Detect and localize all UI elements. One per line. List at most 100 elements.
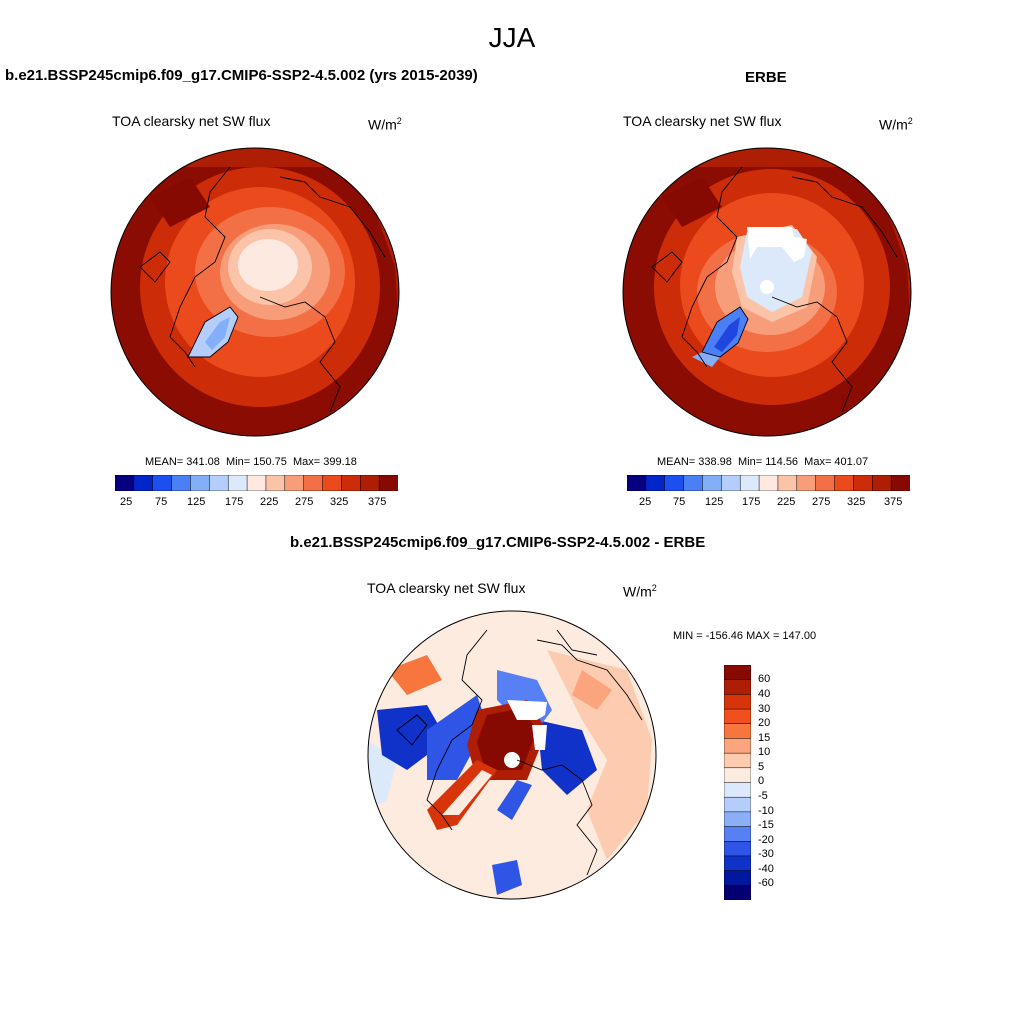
colorbar-swatch bbox=[683, 475, 704, 491]
colorbar-swatch bbox=[702, 475, 722, 491]
colorbar-swatch bbox=[246, 475, 267, 491]
colorbar-tick: -40 bbox=[758, 863, 774, 875]
colorbar-swatch bbox=[133, 475, 154, 491]
colorbar-tick: 225 bbox=[260, 496, 279, 508]
panel-diff-colorbar bbox=[724, 665, 751, 900]
colorbar-swatch bbox=[724, 841, 751, 857]
colorbar-tick: 175 bbox=[225, 496, 244, 508]
colorbar-swatch bbox=[739, 475, 760, 491]
colorbar-swatch bbox=[303, 475, 324, 491]
colorbar-swatch bbox=[724, 826, 751, 842]
panel-model-units: W/m2 bbox=[368, 116, 402, 133]
panel-diff-coastlines bbox=[396, 629, 643, 876]
colorbar-swatch bbox=[724, 811, 751, 828]
colorbar-swatch bbox=[627, 475, 647, 491]
colorbar-tick: 0 bbox=[758, 775, 765, 787]
colorbar-tick: 325 bbox=[847, 496, 866, 508]
colorbar-tick: 175 bbox=[742, 496, 761, 508]
panel-diff-heading: b.e21.BSSP245cmip6.f09_g17.CMIP6-SSP2-4.… bbox=[290, 534, 706, 551]
colorbar-tick: -30 bbox=[758, 848, 774, 860]
panel-obs-map bbox=[622, 147, 912, 437]
colorbar-tick: -10 bbox=[758, 805, 774, 817]
colorbar-swatch bbox=[724, 708, 751, 725]
colorbar-swatch bbox=[115, 475, 135, 491]
colorbar-swatch bbox=[322, 475, 342, 491]
panel-obs-units: W/m2 bbox=[879, 116, 913, 133]
colorbar-tick: 75 bbox=[155, 496, 168, 508]
colorbar-swatch bbox=[209, 475, 229, 491]
colorbar-swatch bbox=[724, 723, 751, 739]
panel-obs-colorbar-ticks: 25 75 125 175 225 275 325 375 bbox=[627, 496, 910, 510]
panel-model-map bbox=[110, 147, 400, 437]
colorbar-swatch bbox=[724, 855, 751, 872]
colorbar-tick: -60 bbox=[758, 877, 774, 889]
colorbar-swatch bbox=[360, 475, 380, 491]
colorbar-swatch bbox=[152, 475, 173, 491]
colorbar-tick: 5 bbox=[758, 761, 765, 773]
colorbar-swatch bbox=[378, 475, 398, 491]
colorbar-swatch bbox=[890, 475, 910, 491]
panel-diff-variable: TOA clearsky net SW flux bbox=[367, 580, 526, 596]
colorbar-swatch bbox=[645, 475, 666, 491]
panel-model-coastlines bbox=[139, 166, 386, 413]
panel-model-variable: TOA clearsky net SW flux bbox=[112, 113, 271, 129]
colorbar-tick: 375 bbox=[368, 496, 387, 508]
panel-diff-map bbox=[367, 610, 657, 900]
colorbar-swatch bbox=[724, 796, 751, 813]
colorbar-swatch bbox=[190, 475, 210, 491]
colorbar-swatch bbox=[872, 475, 892, 491]
colorbar-swatch bbox=[341, 475, 361, 491]
colorbar-tick: 225 bbox=[777, 496, 796, 508]
colorbar-tick: 125 bbox=[705, 496, 724, 508]
colorbar-swatch bbox=[834, 475, 854, 491]
panel-diff-units: W/m2 bbox=[623, 583, 657, 600]
panel-obs-stats: MEAN= 338.98 Min= 114.56 Max= 401.07 bbox=[657, 456, 869, 468]
colorbar-swatch bbox=[758, 475, 779, 491]
colorbar-tick: -20 bbox=[758, 834, 774, 846]
colorbar-swatch bbox=[796, 475, 817, 491]
panel-obs-heading: ERBE bbox=[745, 69, 787, 86]
colorbar-tick: 20 bbox=[758, 717, 771, 729]
panel-obs-colorbar bbox=[627, 475, 910, 491]
colorbar-swatch bbox=[721, 475, 741, 491]
colorbar-tick: -5 bbox=[758, 790, 768, 802]
colorbar-swatch bbox=[724, 679, 751, 695]
panel-obs-variable: TOA clearsky net SW flux bbox=[623, 113, 782, 129]
colorbar-tick: 25 bbox=[639, 496, 652, 508]
colorbar-swatch bbox=[724, 694, 751, 710]
colorbar-tick: 40 bbox=[758, 688, 771, 700]
colorbar-swatch bbox=[724, 752, 751, 769]
colorbar-swatch bbox=[265, 475, 286, 491]
panel-diff-colorbar-ticks: 60 40 30 20 15 10 5 0 -5 -10 -15 -20 -30… bbox=[758, 665, 798, 900]
colorbar-swatch bbox=[815, 475, 836, 491]
panel-model-colorbar bbox=[115, 475, 398, 491]
colorbar-tick: 275 bbox=[295, 496, 314, 508]
colorbar-tick: 15 bbox=[758, 732, 771, 744]
colorbar-tick: 60 bbox=[758, 673, 771, 685]
colorbar-tick: -15 bbox=[758, 819, 774, 831]
colorbar-swatch bbox=[664, 475, 685, 491]
colorbar-swatch bbox=[724, 885, 751, 900]
colorbar-swatch bbox=[724, 665, 751, 681]
colorbar-tick: 325 bbox=[330, 496, 349, 508]
colorbar-tick: 25 bbox=[120, 496, 133, 508]
panel-model-colorbar-ticks: 25 75 125 175 225 275 325 375 bbox=[115, 496, 398, 510]
panel-model-heading: b.e21.BSSP245cmip6.f09_g17.CMIP6-SSP2-4.… bbox=[5, 67, 478, 84]
colorbar-swatch bbox=[853, 475, 873, 491]
colorbar-swatch bbox=[724, 870, 751, 886]
colorbar-tick: 10 bbox=[758, 746, 771, 758]
panel-model-stats: MEAN= 341.08 Min= 150.75 Max= 399.18 bbox=[145, 456, 357, 468]
colorbar-tick: 125 bbox=[187, 496, 206, 508]
colorbar-swatch bbox=[777, 475, 798, 491]
main-title: JJA bbox=[488, 22, 536, 53]
colorbar-swatch bbox=[724, 767, 751, 784]
colorbar-tick: 75 bbox=[673, 496, 686, 508]
colorbar-swatch bbox=[284, 475, 305, 491]
panel-obs-coastlines bbox=[651, 166, 898, 413]
colorbar-swatch bbox=[724, 738, 751, 754]
panel-diff-stats: MIN = -156.46 MAX = 147.00 bbox=[673, 630, 817, 642]
colorbar-swatch bbox=[227, 475, 248, 491]
colorbar-swatch bbox=[724, 782, 751, 798]
colorbar-tick: 375 bbox=[884, 496, 903, 508]
colorbar-swatch bbox=[171, 475, 192, 491]
